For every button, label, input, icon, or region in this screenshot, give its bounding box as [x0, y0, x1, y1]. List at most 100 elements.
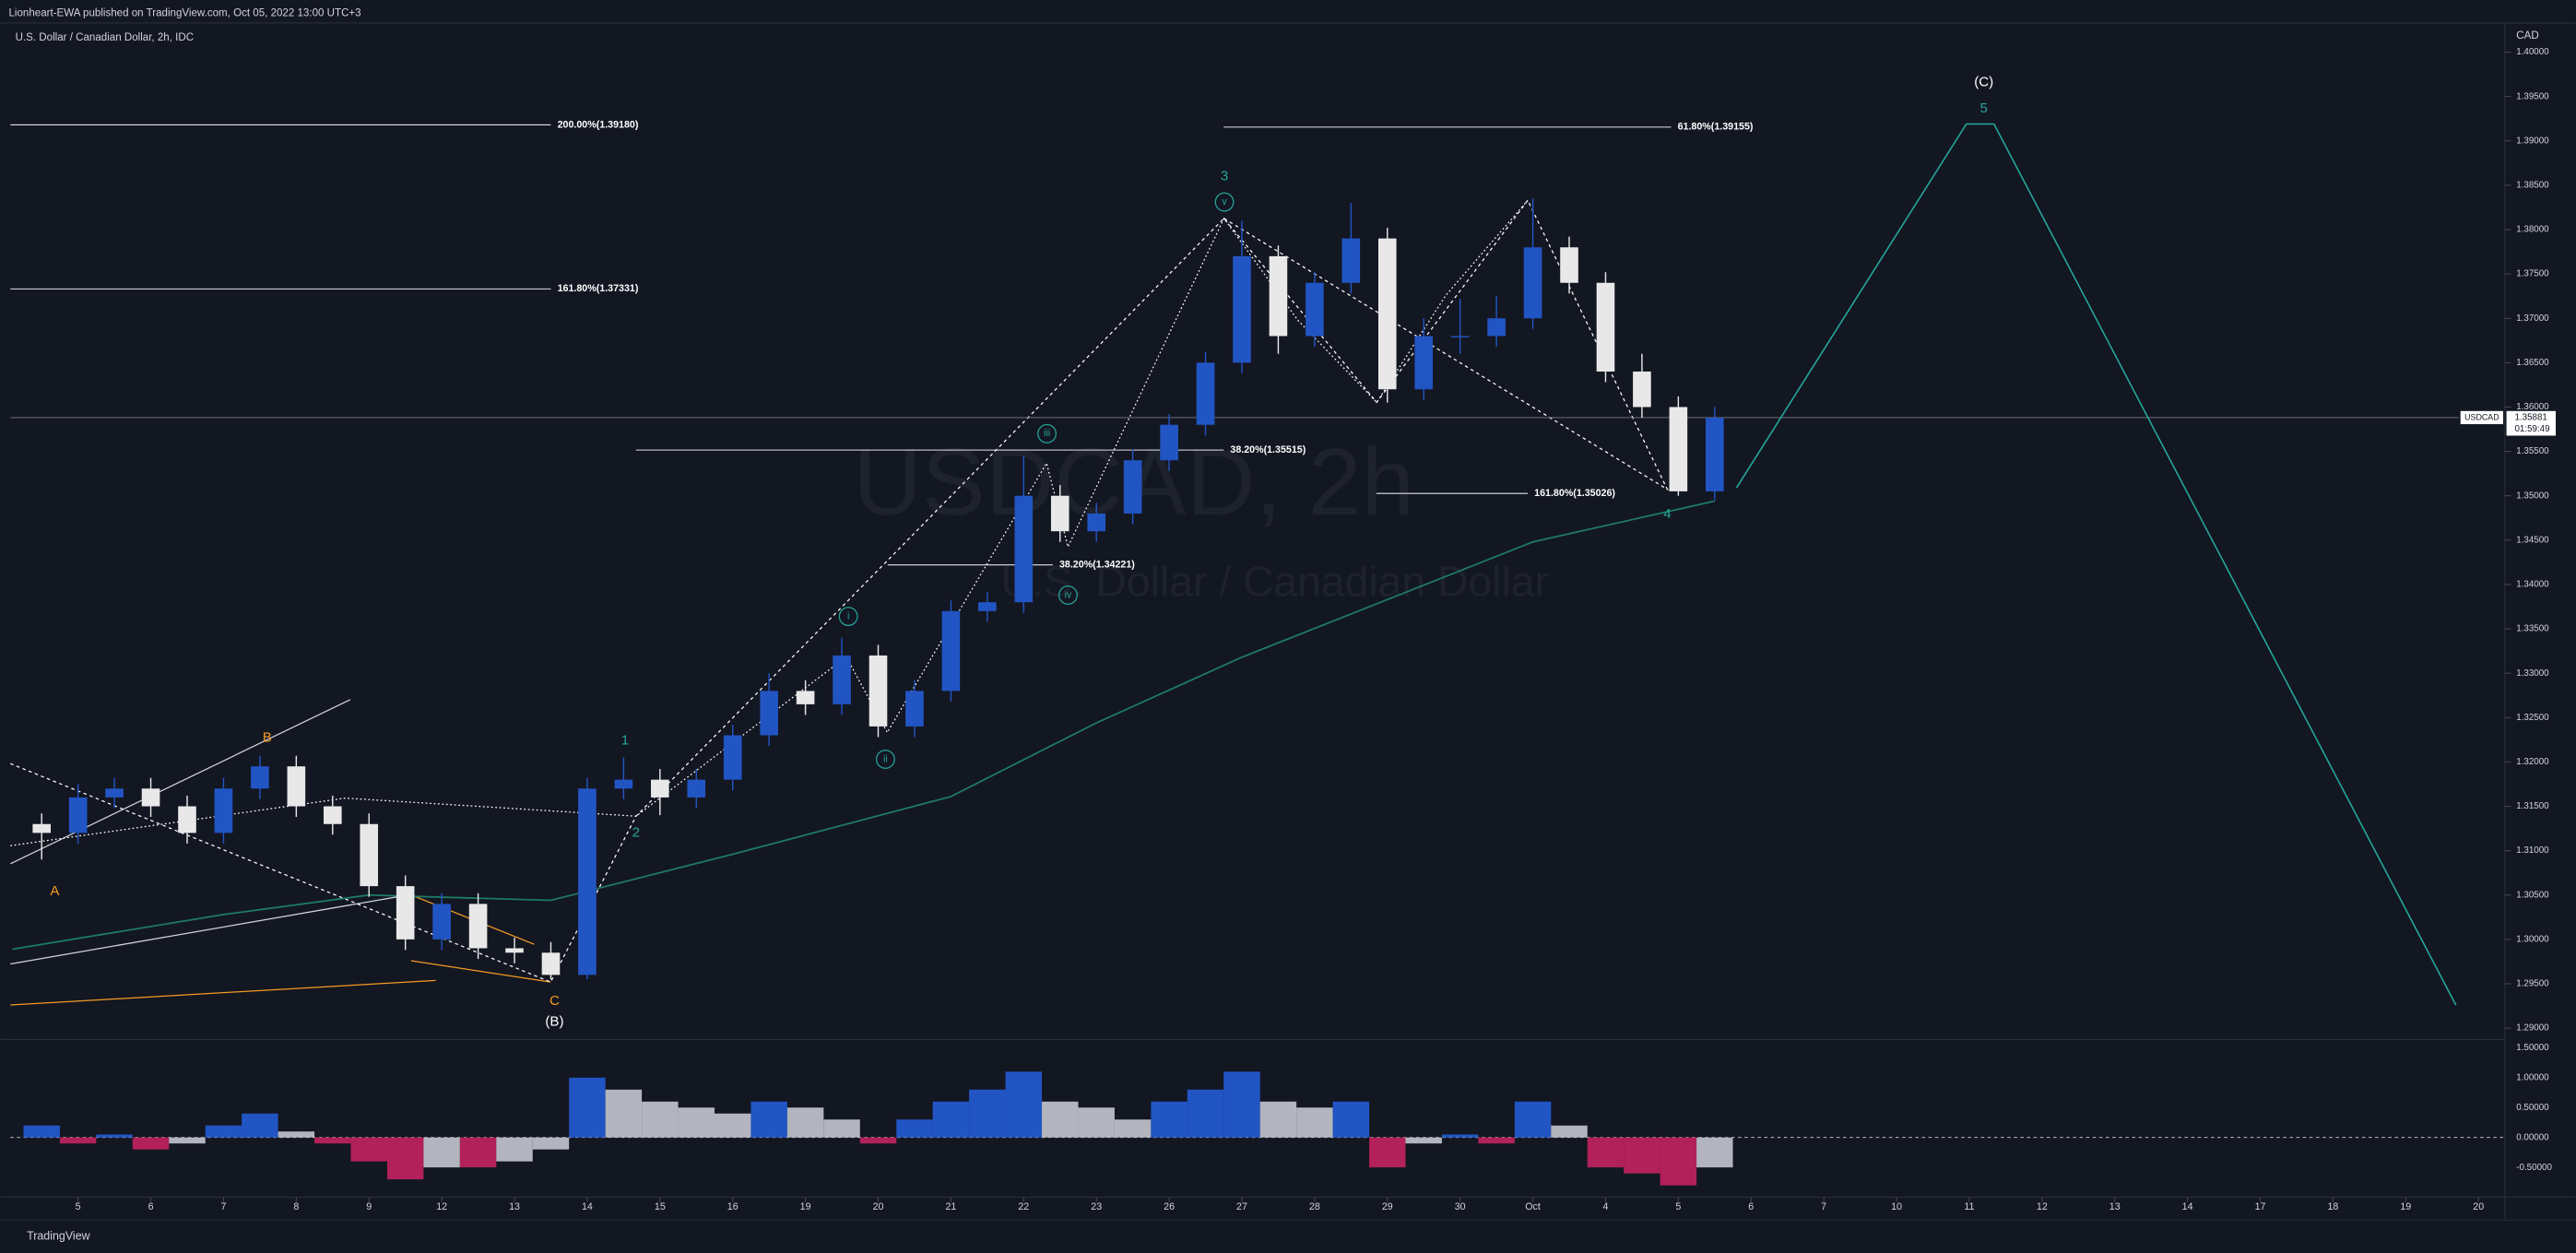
x-tick-label: 17 — [2255, 1201, 2266, 1212]
candle-body — [578, 788, 597, 975]
y-tick-label: 1.37000 — [2516, 313, 2549, 324]
y-tick-label: 1.30500 — [2516, 890, 2549, 900]
candle-body — [1050, 495, 1069, 532]
channel-line — [10, 699, 351, 865]
y-tick-label: 1.34000 — [2516, 580, 2549, 590]
osc-bar — [605, 1089, 643, 1138]
x-tick-label: 9 — [366, 1201, 372, 1212]
osc-bar — [1369, 1137, 1406, 1168]
countdown: 01:59:49 — [2515, 424, 2550, 434]
x-tick-label: 6 — [1748, 1201, 1754, 1212]
candle-body — [833, 655, 851, 704]
fib-label: 200.00%(1.39180) — [558, 119, 639, 130]
x-tick-label: 30 — [1455, 1201, 1466, 1212]
candle-body — [1014, 495, 1034, 603]
osc-tick-label: 1.50000 — [2516, 1043, 2549, 1053]
wave-circle — [1037, 423, 1057, 443]
candle-body — [723, 735, 742, 780]
candle-body — [1633, 371, 1651, 408]
candle-body — [1487, 318, 1506, 337]
wave-label: i — [847, 610, 849, 621]
osc-tick-label: 0.50000 — [2516, 1103, 2549, 1113]
wave-zigzag — [10, 199, 1669, 983]
osc-bar — [1624, 1137, 1660, 1174]
x-tick-label: 20 — [2473, 1201, 2484, 1212]
candle-body — [1123, 460, 1142, 514]
candle-body — [1450, 336, 1470, 337]
wave-label: B — [263, 729, 272, 745]
x-tick-label: 13 — [2109, 1201, 2121, 1212]
osc-tick-label: -0.50000 — [2516, 1163, 2552, 1173]
osc-bar — [569, 1077, 606, 1138]
candle-body — [32, 823, 52, 833]
x-tick-label: 14 — [2182, 1201, 2193, 1212]
candle-body — [796, 691, 815, 704]
candle-body — [1706, 418, 1724, 491]
x-tick-label: 6 — [148, 1201, 154, 1212]
wave-label: 4 — [1663, 506, 1671, 522]
osc-bar — [1259, 1101, 1297, 1138]
price-tag — [2506, 410, 2557, 436]
candle-body — [1306, 282, 1324, 337]
candle-body — [687, 779, 706, 798]
candle-body — [505, 948, 524, 953]
candle-body — [614, 779, 633, 789]
x-tick-label: 19 — [800, 1201, 811, 1212]
y-tick-label: 1.35000 — [2516, 491, 2549, 501]
osc-bar — [969, 1089, 1006, 1138]
x-tick-label: 19 — [2400, 1201, 2411, 1212]
wave-circle — [875, 750, 895, 769]
fib-label: 161.80%(1.35026) — [1534, 488, 1615, 499]
wave-circle — [1058, 585, 1078, 605]
y-tick-label: 1.33500 — [2516, 624, 2549, 634]
x-tick-label: 28 — [1309, 1201, 1320, 1212]
x-tick-label: 13 — [509, 1201, 520, 1212]
candle-body — [468, 904, 488, 949]
price-tag-text: 1.35881 — [2515, 413, 2547, 423]
candle-body — [178, 806, 196, 833]
wave-label: iv — [1065, 589, 1072, 600]
y-tick-label: 1.31000 — [2516, 845, 2549, 856]
symbol-info: U.S. Dollar / Canadian Dollar, 2h, IDC — [16, 32, 194, 43]
x-tick-label: 26 — [1164, 1201, 1175, 1212]
candle-body — [1377, 238, 1397, 390]
candle-body — [141, 788, 160, 807]
x-tick-label: 10 — [1891, 1201, 1902, 1212]
x-tick-label: 12 — [2037, 1201, 2048, 1212]
wave-label: (C) — [1974, 74, 1993, 89]
x-tick-label: Oct — [1525, 1201, 1541, 1212]
osc-bar — [278, 1131, 315, 1138]
candle-body — [1269, 255, 1288, 337]
osc-bar — [1441, 1134, 1479, 1138]
publisher: Lionheart-EWA published on TradingView.c… — [9, 7, 361, 18]
candle-body — [541, 952, 561, 975]
y-tick-label: 1.40000 — [2516, 47, 2549, 57]
osc-bar — [96, 1134, 133, 1138]
wave-label: (B) — [545, 1013, 563, 1029]
candle-body — [941, 610, 961, 692]
x-tick-label: 7 — [220, 1201, 226, 1212]
x-tick-label: 5 — [1675, 1201, 1681, 1212]
osc-bar — [459, 1137, 497, 1168]
osc-bar — [1332, 1101, 1370, 1138]
osc-bar — [1660, 1137, 1697, 1186]
x-tick-label: 5 — [76, 1201, 81, 1212]
x-tick-label: 15 — [655, 1201, 666, 1212]
moving-average — [12, 500, 1716, 951]
y-tick-label: 1.31500 — [2516, 801, 2549, 811]
symbol-tag — [2460, 410, 2504, 425]
osc-bar — [314, 1137, 351, 1144]
osc-bar — [786, 1107, 824, 1138]
y-tick-label: 1.35500 — [2516, 446, 2549, 456]
osc-bar — [932, 1101, 970, 1138]
x-tick-label: 11 — [1964, 1201, 1974, 1212]
y-tick-label: 1.39000 — [2516, 136, 2549, 146]
osc-bar — [532, 1137, 570, 1150]
osc-bar — [496, 1137, 533, 1162]
candle-body — [396, 886, 415, 940]
osc-bar — [678, 1107, 715, 1138]
candle-body — [1233, 255, 1251, 363]
